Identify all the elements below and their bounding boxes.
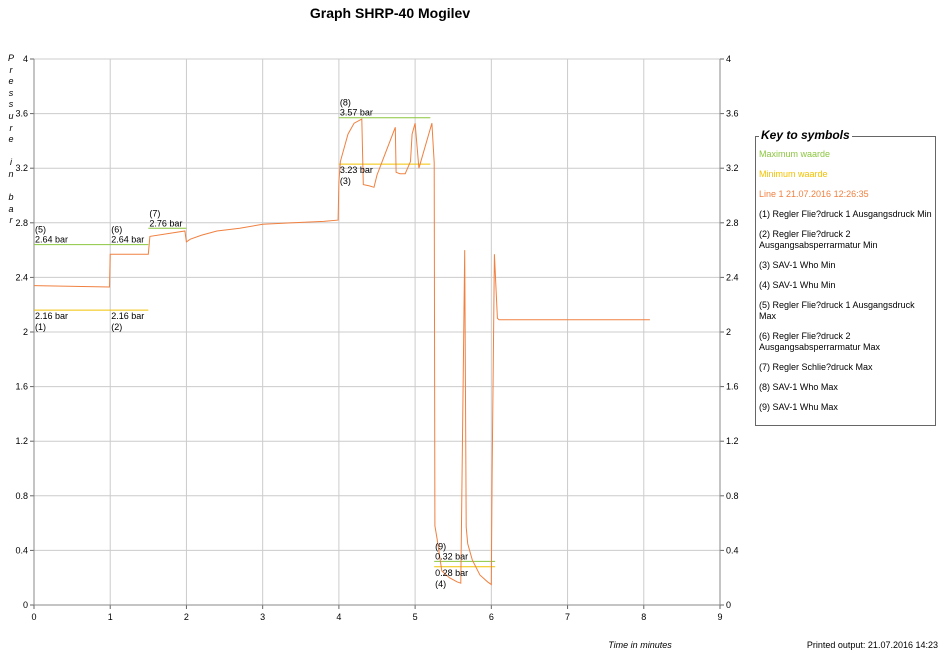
threshold-id-label: (6) [111,225,122,235]
y-tick-label-right: 4 [726,54,731,64]
threshold-id-label: (1) [35,322,46,332]
legend-item: (3) SAV-1 Who Min [759,260,836,270]
y-tick-label-right: 2.4 [726,272,739,282]
y-axis-label-letter: r [9,64,13,75]
y-axis-label-letter: r [9,122,13,133]
y-tick-label-left: 1.2 [15,436,28,446]
threshold-id-label: (2) [111,322,122,332]
x-tick-label: 5 [413,612,418,622]
legend-item: (6) Regler Flie?druck 2 Ausgangsabsperra… [759,331,881,352]
threshold-value-label: 2.16 bar [35,311,68,321]
grid-lines [33,58,721,606]
y-tick-label-right: 0 [726,600,731,610]
y-tick-label-left: 1.6 [15,382,28,392]
legend-item: (8) SAV-1 Who Max [759,382,838,392]
y-tick-label-left: 2.8 [15,218,28,228]
chart-title: Graph SHRP-40 Mogilev [309,5,471,21]
y-tick-label-left: 3.6 [15,109,28,119]
series-lines [33,118,650,586]
y-axis-label-letter: r [9,215,13,226]
legend-item: Line 1 21.07.2016 12:26:35 [759,189,869,199]
y-tick-label-right: 1.6 [726,382,739,392]
threshold-value-label: 0.28 bar [435,568,468,578]
threshold-value-label: 2.76 bar [149,218,182,228]
x-tick-label: 3 [260,612,265,622]
x-tick-label: 4 [336,612,341,622]
threshold-id-label: (4) [435,579,446,589]
threshold-lines [34,117,496,568]
y-tick-label-right: 2 [726,327,731,337]
legend-item: Minimum waarde [759,169,828,179]
threshold-value-label: 3.23 bar [340,165,373,175]
threshold-id-label: (9) [435,541,446,551]
y-tick-label-right: 0.4 [726,545,739,555]
y-axis-label-letter: a [8,203,14,214]
legend-items: Maximum waarde Minimum waarde Line 1 21.07… [759,149,933,422]
y-axis-label-letter: s [8,99,14,110]
x-tick-label: 0 [31,612,36,622]
y-tick-label-right: 1.2 [726,436,739,446]
y-axis-label-letter: e [8,134,14,145]
legend-item: (9) SAV-1 Whu Max [759,402,838,412]
legend-title: Key to symbols [759,128,852,142]
axis-ticks: 0 1 2 3 4 5 6 7 8 90 00.4 0.40.8 0.81.2 1.21.6 1.62 22.… [15,54,738,622]
printed-output-text: Printed output: 21.07.2016 14:23 [806,640,938,650]
x-tick-label: 9 [717,612,722,622]
legend-box: Key to symbols Maximum waarde Minimum waa… [755,128,936,426]
y-tick-label-right: 3.6 [726,109,739,119]
y-axis-label-letter: s [8,87,14,98]
series-line [33,118,650,586]
x-tick-label: 7 [565,612,570,622]
y-tick-label-left: 0.8 [15,491,28,501]
legend-item: Maximum waarde [759,149,831,159]
x-axis-label: Time in minutes [608,640,672,650]
threshold-value-label: 2.64 bar [35,235,68,245]
threshold-value-label: 3.57 bar [340,108,373,118]
y-axis-label-letter: u [8,110,14,121]
legend-item: (7) Regler Schlie?druck Max [759,362,873,372]
threshold-id-label: (8) [340,98,351,108]
threshold-labels: (1)2.16 bar(2)2.16 bar(3)3.23 bar(4)0.28… [35,98,468,589]
threshold-id-label: (3) [340,176,351,186]
legend-item: (2) Regler Flie?druck 2 Ausgangsabsperra… [759,229,878,250]
x-tick-label: 1 [108,612,113,622]
threshold-id-label: (5) [35,225,46,235]
y-tick-label-right: 0.8 [726,491,739,501]
y-axis-label-letter: b [8,192,14,203]
y-axis-label-letter: i [10,157,12,168]
y-tick-label-left: 2 [23,327,28,337]
legend-item: (5) Regler Flie?druck 1 Ausgangsdruck Ma… [759,300,915,321]
y-tick-label-right: 3.2 [726,163,739,173]
y-tick-label-left: 2.4 [15,272,28,282]
y-tick-label-left: 3.2 [15,163,28,173]
y-axis-label-letter: n [8,168,14,179]
y-axis-label-letter: e [8,76,14,87]
threshold-value-label: 0.32 bar [435,551,468,561]
threshold-value-label: 2.64 bar [111,235,144,245]
legend-item: (4) SAV-1 Whu Min [759,280,836,290]
threshold-value-label: 2.16 bar [111,311,144,321]
y-tick-label-left: 0 [23,600,28,610]
y-axis-label-letter: P [7,53,14,63]
legend-item: (1) Regler Flie?druck 1 Ausgangsdruck Mi… [759,209,932,219]
y-tick-label-right: 2.8 [726,218,739,228]
y-tick-label-left: 4 [23,54,28,64]
y-tick-label-left: 0.4 [15,545,28,555]
x-tick-label: 8 [641,612,646,622]
threshold-id-label: (7) [149,208,160,218]
x-tick-label: 6 [489,612,494,622]
x-tick-label: 2 [184,612,189,622]
